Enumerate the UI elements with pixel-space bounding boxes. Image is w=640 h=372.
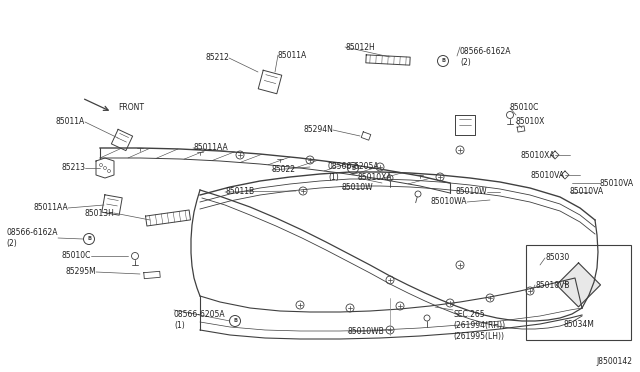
Text: 85030: 85030 bbox=[545, 253, 569, 263]
Text: 08566-6162A
(2): 08566-6162A (2) bbox=[460, 47, 511, 67]
Text: 85011AA: 85011AA bbox=[193, 144, 228, 153]
Text: 08566-6205A
(1): 08566-6205A (1) bbox=[328, 162, 380, 182]
Text: SEC.265
(261994(RH))
(261995(LH)): SEC.265 (261994(RH)) (261995(LH)) bbox=[453, 310, 505, 341]
Text: B: B bbox=[351, 166, 355, 170]
Text: 85010XA: 85010XA bbox=[358, 173, 392, 183]
Text: 85213: 85213 bbox=[61, 164, 85, 173]
Text: B: B bbox=[441, 58, 445, 64]
Text: 85034M: 85034M bbox=[563, 320, 594, 329]
Text: 85010VA: 85010VA bbox=[600, 179, 634, 187]
Text: 85010VB: 85010VB bbox=[535, 280, 570, 289]
Text: 85010C: 85010C bbox=[61, 251, 91, 260]
Text: 85013H: 85013H bbox=[84, 208, 114, 218]
Text: 85010W: 85010W bbox=[456, 187, 487, 196]
Bar bbox=[526, 245, 631, 340]
Text: B: B bbox=[87, 237, 91, 241]
Text: 85011B: 85011B bbox=[225, 187, 254, 196]
Text: 85010WA: 85010WA bbox=[431, 198, 467, 206]
Text: 85022: 85022 bbox=[272, 166, 296, 174]
Text: 85010VA: 85010VA bbox=[531, 170, 565, 180]
Text: J8500142: J8500142 bbox=[596, 357, 632, 366]
Text: 85012H: 85012H bbox=[345, 42, 375, 51]
Text: FRONT: FRONT bbox=[118, 103, 144, 112]
Text: 85010X: 85010X bbox=[516, 118, 545, 126]
Text: 85010VA: 85010VA bbox=[570, 187, 604, 196]
Text: 08566-6205A
(1): 08566-6205A (1) bbox=[174, 310, 226, 330]
Text: 85295M: 85295M bbox=[65, 267, 96, 276]
Text: 85294N: 85294N bbox=[303, 125, 333, 135]
Text: B: B bbox=[233, 318, 237, 324]
Polygon shape bbox=[557, 263, 600, 307]
Text: 85011AA: 85011AA bbox=[33, 203, 68, 212]
Text: 85011A: 85011A bbox=[278, 51, 307, 60]
Text: 85010C: 85010C bbox=[510, 103, 540, 112]
Text: 85010XA: 85010XA bbox=[520, 151, 555, 160]
Text: 85010W: 85010W bbox=[342, 183, 374, 192]
Text: 85010WB: 85010WB bbox=[348, 327, 385, 337]
Text: 85011A: 85011A bbox=[56, 118, 85, 126]
Text: 85212: 85212 bbox=[205, 54, 229, 62]
Text: 08566-6162A
(2): 08566-6162A (2) bbox=[6, 228, 58, 248]
